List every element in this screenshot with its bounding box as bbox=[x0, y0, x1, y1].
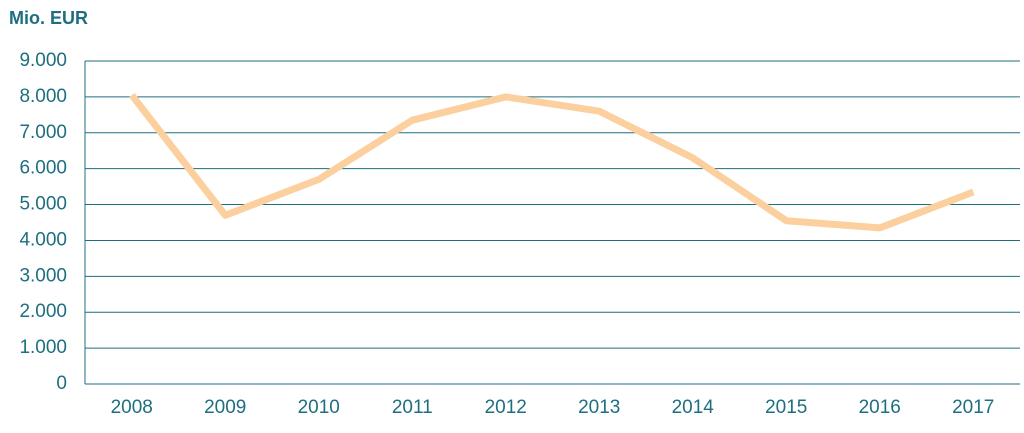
x-tick-label: 2012 bbox=[485, 397, 527, 418]
y-tick-label: 1.000 bbox=[19, 337, 67, 358]
y-tick-label: 5.000 bbox=[19, 194, 67, 215]
x-tick-label: 2015 bbox=[765, 397, 807, 418]
y-tick-label: 8.000 bbox=[19, 86, 67, 107]
y-tick-label: 3.000 bbox=[19, 265, 67, 286]
chart-title: Mio. EUR bbox=[9, 8, 88, 28]
x-tick-label: 2011 bbox=[392, 397, 433, 418]
y-tick-label: 7.000 bbox=[19, 122, 67, 143]
x-tick-label: 2014 bbox=[672, 397, 715, 418]
y-tick-label: 9.000 bbox=[19, 50, 67, 71]
x-tick-label: 2008 bbox=[111, 397, 153, 418]
data-line bbox=[129, 92, 975, 232]
y-tick-label: 6.000 bbox=[19, 158, 67, 179]
x-tick-label: 2013 bbox=[578, 397, 620, 418]
x-tick-label: 2010 bbox=[298, 397, 340, 418]
x-tick-label: 2017 bbox=[952, 397, 994, 418]
y-tick-label: 0 bbox=[56, 373, 67, 394]
y-tick-label: 2.000 bbox=[19, 301, 67, 322]
y-tick-label: 4.000 bbox=[19, 229, 67, 250]
x-tick-label: 2009 bbox=[204, 397, 246, 418]
x-tick-label: 2016 bbox=[859, 397, 901, 418]
